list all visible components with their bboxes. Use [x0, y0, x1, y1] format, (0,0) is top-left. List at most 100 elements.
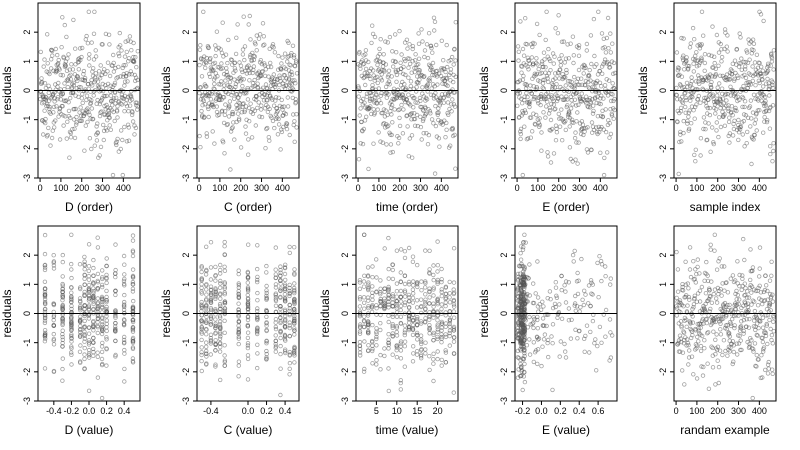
data-point — [750, 136, 755, 141]
data-point — [42, 80, 48, 86]
data-point — [431, 310, 436, 315]
points-random-example — [674, 232, 776, 401]
data-point — [719, 293, 724, 298]
data-point — [112, 82, 117, 88]
data-point — [52, 99, 57, 104]
data-point — [363, 48, 369, 53]
data-point — [689, 120, 694, 126]
data-point — [86, 109, 91, 115]
data-point — [236, 281, 241, 286]
data-point — [535, 335, 540, 340]
data-point — [264, 356, 269, 361]
data-point — [284, 126, 290, 132]
data-point — [751, 324, 757, 329]
data-point — [719, 47, 724, 52]
data-point — [238, 145, 244, 150]
data-point — [361, 61, 367, 66]
data-point — [765, 117, 770, 123]
data-point — [693, 79, 699, 84]
data-point — [697, 271, 702, 276]
data-point — [375, 80, 380, 86]
data-point — [563, 83, 568, 88]
data-point — [287, 290, 293, 296]
data-point — [719, 54, 725, 60]
y-tick-label: 2 — [340, 30, 350, 35]
data-point — [742, 104, 747, 110]
data-point — [593, 95, 598, 100]
data-point — [287, 349, 292, 355]
data-point — [206, 106, 211, 112]
data-point — [687, 108, 692, 113]
data-point — [236, 301, 241, 306]
data-point — [204, 327, 209, 332]
data-point — [718, 105, 723, 111]
data-point — [433, 103, 438, 109]
data-point — [292, 271, 297, 276]
data-point — [217, 319, 223, 324]
data-point — [705, 331, 710, 336]
data-point — [254, 327, 260, 333]
data-point — [674, 92, 679, 98]
data-point — [213, 307, 218, 312]
data-point — [727, 131, 733, 136]
data-point — [447, 279, 452, 285]
y-tick-label: 0 — [499, 88, 509, 93]
data-point — [739, 319, 744, 324]
data-point — [79, 91, 85, 97]
data-point — [104, 272, 109, 278]
data-point — [91, 265, 96, 271]
data-point — [693, 158, 698, 164]
data-point — [204, 318, 209, 324]
data-point — [113, 354, 118, 359]
data-point — [449, 54, 455, 60]
data-point — [423, 297, 428, 302]
data-point — [217, 262, 223, 268]
data-point — [735, 292, 740, 298]
data-point — [380, 110, 385, 116]
data-point — [282, 51, 288, 56]
data-point — [133, 55, 138, 60]
data-point — [716, 63, 721, 68]
x-tick-label: 0.4 — [573, 406, 586, 416]
data-point — [199, 282, 204, 287]
data-point — [561, 39, 566, 44]
data-point — [278, 351, 283, 357]
data-point — [55, 84, 60, 89]
data-point — [594, 62, 599, 67]
data-point — [427, 331, 432, 336]
data-point — [362, 70, 367, 76]
data-point — [750, 395, 755, 401]
data-point — [366, 343, 371, 348]
data-point — [246, 137, 251, 142]
data-point — [213, 342, 218, 347]
data-point — [686, 63, 692, 69]
data-point — [264, 296, 269, 301]
data-point — [406, 305, 412, 310]
data-point — [575, 161, 580, 166]
data-point — [580, 82, 585, 87]
data-point — [527, 99, 533, 104]
data-point — [382, 305, 387, 311]
data-point — [753, 288, 759, 294]
x-tick-label: 0.4 — [279, 406, 292, 416]
data-point — [720, 96, 725, 101]
data-point — [709, 344, 714, 349]
data-point — [264, 263, 269, 269]
data-point — [64, 34, 69, 40]
data-point — [125, 79, 130, 84]
data-point — [706, 75, 711, 81]
data-point — [402, 255, 408, 261]
data-point — [393, 59, 398, 65]
data-point — [370, 284, 375, 289]
data-point — [564, 70, 569, 76]
data-point — [95, 312, 100, 317]
data-point — [431, 263, 436, 268]
data-point — [265, 125, 270, 131]
data-point — [292, 78, 297, 83]
data-point — [278, 264, 283, 269]
data-point — [679, 139, 684, 144]
data-point — [674, 85, 679, 91]
data-point — [451, 326, 456, 331]
data-point — [406, 245, 412, 251]
data-point — [415, 337, 420, 342]
